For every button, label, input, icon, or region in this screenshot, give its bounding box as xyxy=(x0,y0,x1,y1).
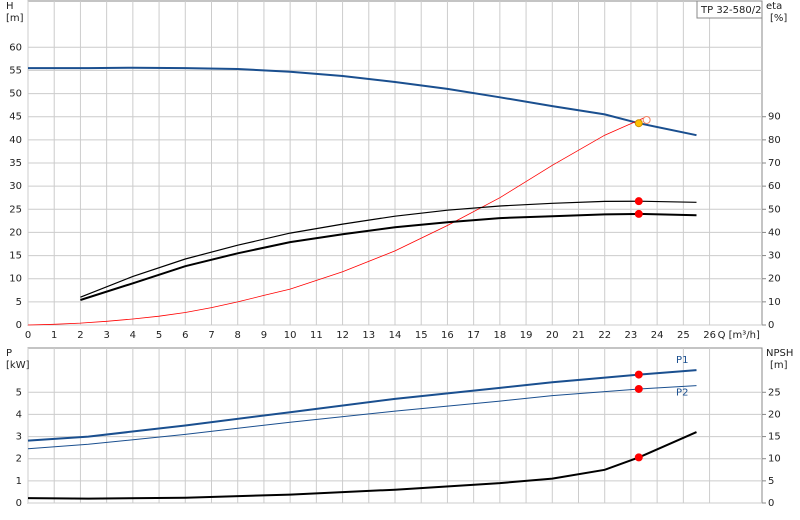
y-tick-label: 30 xyxy=(9,181,22,192)
x-tick-label: 12 xyxy=(336,330,349,341)
y2-axis-label: NPSH xyxy=(766,348,793,359)
y2-tick-label: 80 xyxy=(768,135,781,146)
y-tick-label: 40 xyxy=(9,135,22,146)
x-tick-label: 8 xyxy=(235,330,241,341)
x-tick-label: 17 xyxy=(467,330,480,341)
y2-tick-label: 50 xyxy=(768,204,781,215)
operating-point xyxy=(634,370,643,379)
x-tick-label: 26 xyxy=(703,330,716,341)
operating-point xyxy=(634,384,643,393)
x-tick-label: 1 xyxy=(51,330,57,341)
series-line xyxy=(27,385,697,450)
y-tick-label: 0 xyxy=(16,320,22,331)
series-label: P2 xyxy=(676,388,688,399)
x-tick-label: 22 xyxy=(598,330,611,341)
x-tick-label: 3 xyxy=(103,330,109,341)
y2-tick-label: 25 xyxy=(768,387,781,398)
y2-tick-label: 40 xyxy=(768,227,781,238)
x-tick-label: 9 xyxy=(261,330,267,341)
x-tick-label: 11 xyxy=(310,330,323,341)
y-axis-label: P xyxy=(6,348,12,359)
y-tick-label: 55 xyxy=(9,65,22,76)
x-axis-label: Q [m³/h] xyxy=(718,330,760,341)
y-axis-unit: [m] xyxy=(6,13,24,24)
series-label: P1 xyxy=(676,355,688,366)
series-line xyxy=(27,431,697,500)
y2-tick-label: 20 xyxy=(768,274,781,285)
x-tick-label: 25 xyxy=(677,330,690,341)
y-tick-label: 10 xyxy=(9,274,22,285)
series-line xyxy=(27,116,647,326)
x-tick-label: 24 xyxy=(651,330,664,341)
operating-point xyxy=(642,115,651,124)
y-tick-label: 50 xyxy=(9,89,22,100)
y-tick-label: 15 xyxy=(9,251,22,262)
series-line xyxy=(80,200,697,298)
y-tick-label: 3 xyxy=(16,432,22,443)
operating-point xyxy=(634,197,643,206)
x-tick-label: 19 xyxy=(520,330,533,341)
y-tick-label: 2 xyxy=(16,454,22,465)
x-tick-label: 14 xyxy=(389,330,402,341)
y2-tick-label: 70 xyxy=(768,158,781,169)
y-tick-label: 0 xyxy=(16,498,22,509)
y-tick-label: 20 xyxy=(9,227,22,238)
x-tick-label: 6 xyxy=(182,330,188,341)
y2-tick-label: 5 xyxy=(768,476,774,487)
y2-tick-label: 20 xyxy=(768,409,781,420)
y2-tick-label: 30 xyxy=(768,251,781,262)
y2-tick-label: 15 xyxy=(768,432,781,443)
series-line xyxy=(28,66,697,137)
title-box xyxy=(696,0,763,19)
x-tick-label: 16 xyxy=(441,330,454,341)
x-tick-label: 13 xyxy=(362,330,375,341)
y2-tick-label: 90 xyxy=(768,112,781,123)
x-tick-label: 15 xyxy=(415,330,428,341)
y-tick-label: 35 xyxy=(9,158,22,169)
y-tick-label: 1 xyxy=(16,476,22,487)
y-tick-label: 5 xyxy=(16,387,22,398)
operating-point xyxy=(634,119,643,128)
y-tick-label: 60 xyxy=(9,42,22,53)
y-tick-label: 25 xyxy=(9,204,22,215)
y-tick-label: 45 xyxy=(9,112,22,123)
y2-tick-label: 10 xyxy=(768,297,781,308)
chart-title: TP 32-580/2 xyxy=(700,5,761,16)
y2-tick-label: 60 xyxy=(768,181,781,192)
y-axis-label: H xyxy=(6,1,14,12)
x-tick-label: 5 xyxy=(156,330,162,341)
x-tick-label: 7 xyxy=(208,330,214,341)
x-tick-label: 23 xyxy=(625,330,638,341)
operating-point xyxy=(634,453,643,462)
y-tick-label: 5 xyxy=(16,297,22,308)
series-line xyxy=(80,212,697,301)
x-tick-label: 0 xyxy=(25,330,31,341)
y2-axis-label: eta xyxy=(766,1,782,12)
x-tick-label: 10 xyxy=(284,330,297,341)
x-tick-label: 21 xyxy=(572,330,585,341)
y2-tick-label: 0 xyxy=(768,320,774,331)
y-tick-label: 4 xyxy=(16,409,22,420)
y2-tick-label: 10 xyxy=(768,454,781,465)
x-tick-label: 18 xyxy=(493,330,506,341)
x-tick-label: 20 xyxy=(546,330,559,341)
y2-axis-unit: [m] xyxy=(770,360,788,371)
y-axis-unit: [kW] xyxy=(6,360,30,371)
x-tick-label: 2 xyxy=(77,330,83,341)
operating-point xyxy=(634,209,643,218)
x-tick-label: 4 xyxy=(130,330,136,341)
y2-axis-unit: [%] xyxy=(770,13,787,24)
y2-tick-label: 0 xyxy=(768,498,774,509)
series-line xyxy=(27,369,697,442)
